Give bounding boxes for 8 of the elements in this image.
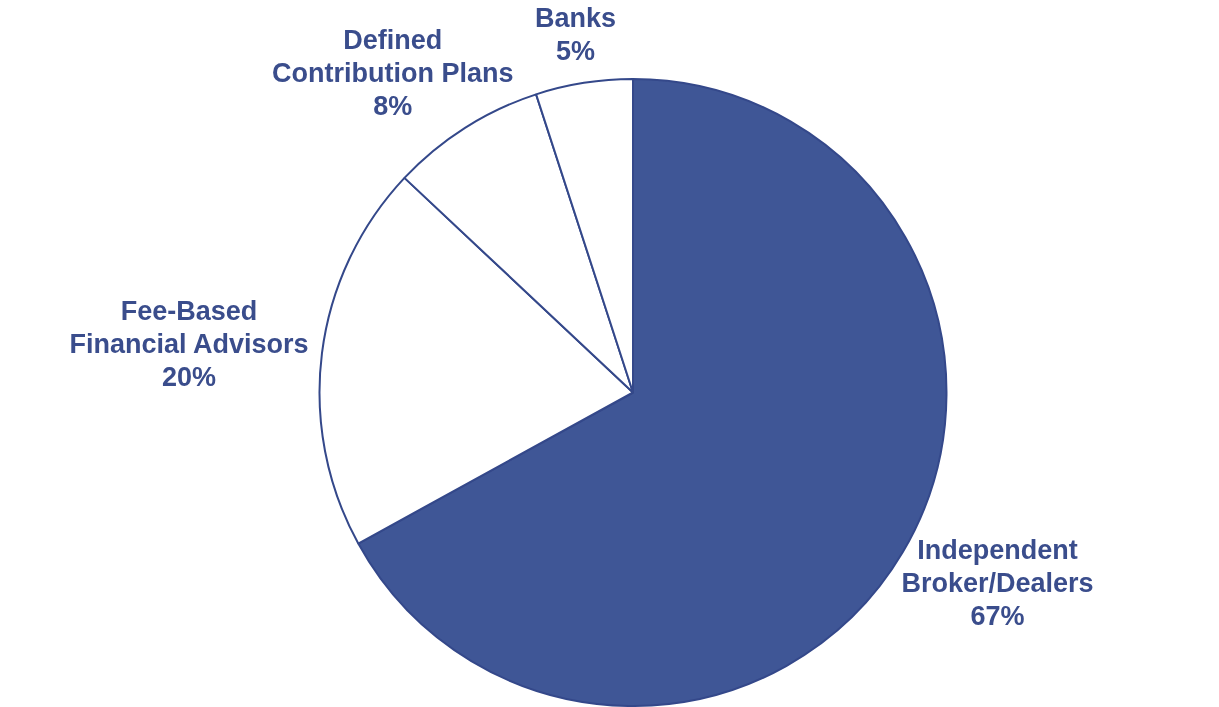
slice-label: Independent Broker/Dealers <box>901 534 1094 598</box>
data-label: 8% <box>373 90 413 121</box>
data-label: 20% <box>161 361 217 392</box>
data-label: 5% <box>555 36 595 67</box>
data-label: 67% <box>970 600 1025 631</box>
slice-label: Banks <box>534 3 616 34</box>
slice-label: Defined Contribution Plans <box>272 24 514 88</box>
slice-label: Fee-Based Financial Advisors <box>69 295 309 359</box>
